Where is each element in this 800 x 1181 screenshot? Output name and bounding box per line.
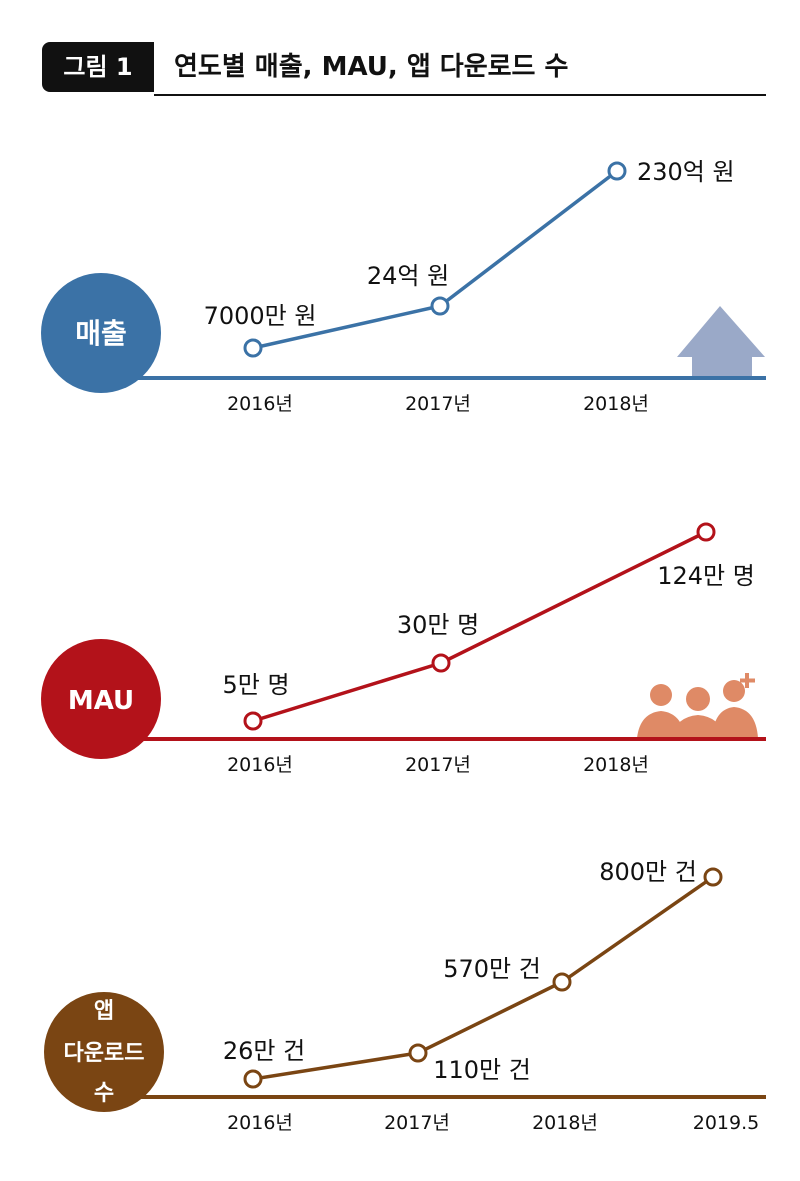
- downloads-label-2017: 110만 건: [433, 1056, 531, 1084]
- revenue-point-2018: [607, 161, 627, 181]
- downloads-point-2018: [552, 972, 572, 992]
- downloads-tick-2016: 2016년: [227, 1112, 293, 1134]
- downloads-title-line1: 앱: [94, 999, 114, 1024]
- revenue-label-2018: 230억 원: [637, 158, 735, 186]
- mau-tick-2016: 2016년: [227, 754, 293, 776]
- downloads-title-line2: 다운로드: [64, 1041, 145, 1066]
- downloads-line: [252, 875, 714, 1081]
- mau-label-2017: 30만 명: [397, 611, 479, 639]
- downloads-label-2019-5: 800만 건: [599, 858, 697, 886]
- revenue-title: 매출: [75, 317, 127, 350]
- downloads-title-circle: [44, 992, 164, 1112]
- downloads-point-2016: [243, 1069, 263, 1089]
- mau-point-2016: [243, 711, 263, 731]
- users-plus-icon: [637, 673, 758, 738]
- mau-point-2017: [431, 653, 451, 673]
- mau-label-2016: 5만 명: [222, 671, 289, 699]
- mau-chart: MAU 5만 명 30만 명 124만 명 2016년 2017년 2018년: [41, 522, 766, 776]
- figure-tag: 그림 1: [42, 42, 154, 92]
- revenue-point-2016: [243, 338, 263, 358]
- downloads-chart: 앱 다운로드 수 26만 건 110만 건 570만 건 800만 건 2016…: [44, 858, 766, 1134]
- downloads-title-line3: 수: [94, 1081, 114, 1106]
- mau-point-2018: [696, 522, 716, 542]
- mau-tick-2018: 2018년: [583, 754, 649, 776]
- mau-tick-2017: 2017년: [405, 754, 471, 776]
- downloads-label-2018: 570만 건: [443, 955, 541, 983]
- revenue-chart: 매출 7000만 원 24억 원 230억 원 2016년 2017년 2018…: [41, 158, 766, 415]
- revenue-label-2016: 7000만 원: [204, 302, 317, 330]
- downloads-tick-2019-5: 2019.5: [693, 1112, 759, 1134]
- revenue-point-2017: [430, 296, 450, 316]
- mau-line: [252, 530, 707, 723]
- header-rule: [154, 94, 766, 96]
- revenue-tick-2018: 2018년: [583, 393, 649, 415]
- downloads-point-2019-5: [703, 867, 723, 887]
- figure-header: 그림 1 연도별 매출, MAU, 앱 다운로드 수: [42, 38, 766, 96]
- downloads-tick-2018: 2018년: [532, 1112, 598, 1134]
- downloads-label-2016: 26만 건: [223, 1037, 305, 1065]
- up-arrow-icon: [677, 306, 765, 378]
- downloads-point-2017: [408, 1043, 428, 1063]
- figure-title: 연도별 매출, MAU, 앱 다운로드 수: [174, 52, 569, 82]
- revenue-tick-2016: 2016년: [227, 393, 293, 415]
- mau-title: MAU: [68, 686, 134, 716]
- revenue-label-2017: 24억 원: [367, 262, 449, 290]
- mau-label-2018: 124만 명: [657, 562, 755, 590]
- downloads-tick-2017: 2017년: [384, 1112, 450, 1134]
- revenue-tick-2017: 2017년: [405, 393, 471, 415]
- revenue-title-circle: [41, 273, 161, 393]
- mau-title-circle: [41, 639, 161, 759]
